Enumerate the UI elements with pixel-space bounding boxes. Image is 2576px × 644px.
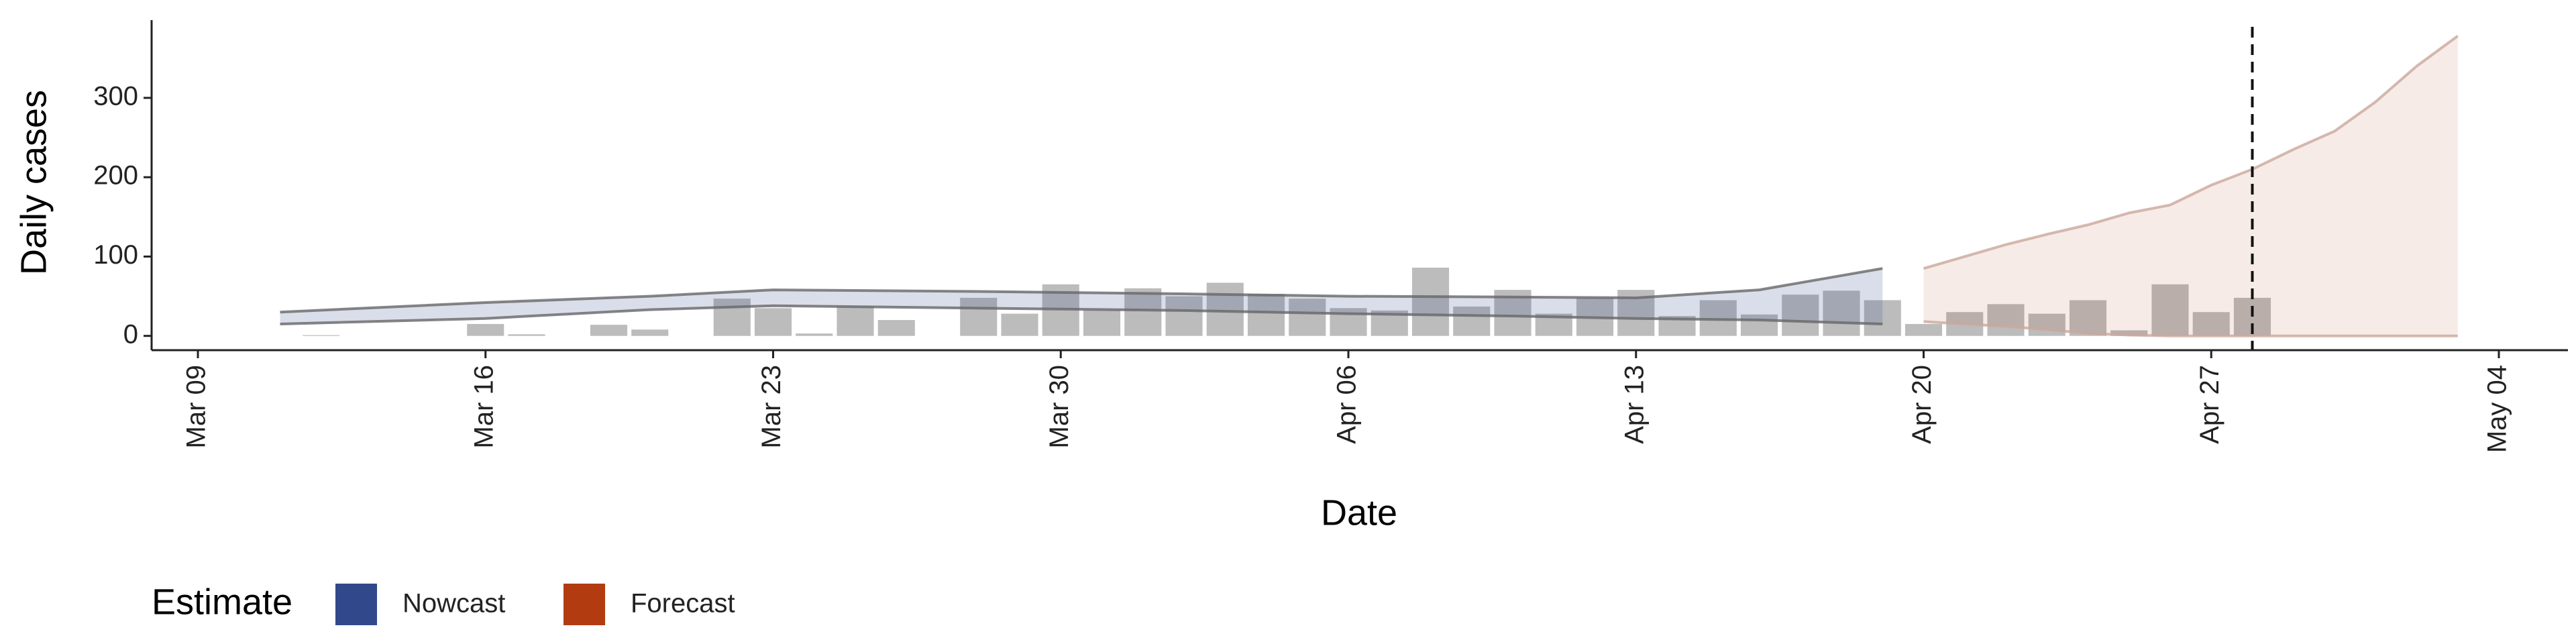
bar [590, 325, 628, 336]
bar [1124, 288, 1162, 336]
bar [1782, 294, 1819, 336]
bar [2069, 300, 2107, 336]
band-edge [280, 267, 1883, 314]
x-tick-label: Apr 06 [1332, 365, 1362, 444]
y-tick-label: 300 [93, 81, 138, 111]
x-tick-label: Mar 09 [182, 365, 211, 449]
bar [1247, 294, 1285, 336]
band [1923, 36, 2458, 336]
bar [1987, 304, 2025, 336]
x-tick-label: Apr 27 [2195, 365, 2224, 444]
bar [2151, 284, 2189, 336]
bar [1206, 282, 1244, 336]
bar [1453, 306, 1491, 336]
legend-label: Nowcast [402, 589, 505, 619]
bar [1001, 313, 1038, 336]
y-tick-label: 100 [93, 240, 138, 270]
x-tick-label: May 04 [2483, 365, 2512, 453]
band-edge [1923, 320, 2458, 337]
legend-swatch [564, 584, 605, 625]
y-tick-label: 200 [93, 161, 138, 191]
legend-title: Estimate [152, 582, 292, 622]
x-tick-label: Mar 30 [1044, 365, 1074, 449]
bar [1904, 323, 1943, 336]
bar [467, 323, 504, 336]
legend-label: Forecast [631, 589, 735, 619]
y-axis-title: Daily cases [13, 90, 54, 275]
bar [1411, 268, 1450, 336]
bar [1165, 296, 1203, 336]
bar [1289, 299, 1326, 336]
band-edge [280, 304, 1883, 325]
x-tick-label: Mar 23 [757, 365, 786, 449]
x-tick-label: Mar 16 [469, 365, 498, 449]
bar [631, 329, 669, 336]
bar [508, 334, 545, 336]
bar [2028, 313, 2065, 336]
bar [2110, 330, 2148, 336]
bar [1823, 290, 1860, 336]
bar [713, 299, 751, 336]
bar [1864, 300, 1901, 336]
bar [1083, 309, 1121, 336]
bar [2192, 312, 2230, 336]
bar [796, 333, 833, 336]
y-tick-label: 0 [123, 319, 138, 349]
bar [1740, 314, 1778, 336]
bar [303, 335, 340, 336]
bar [877, 320, 915, 336]
bar [754, 308, 792, 336]
band [280, 268, 1883, 324]
bar [960, 297, 998, 336]
x-axis-title: Date [1321, 492, 1397, 533]
band-edge [1923, 35, 2459, 270]
legend-swatch [335, 584, 377, 625]
x-tick-label: Apr 20 [1907, 365, 1937, 444]
x-tick-label: Apr 13 [1619, 365, 1649, 444]
bar [837, 306, 874, 336]
